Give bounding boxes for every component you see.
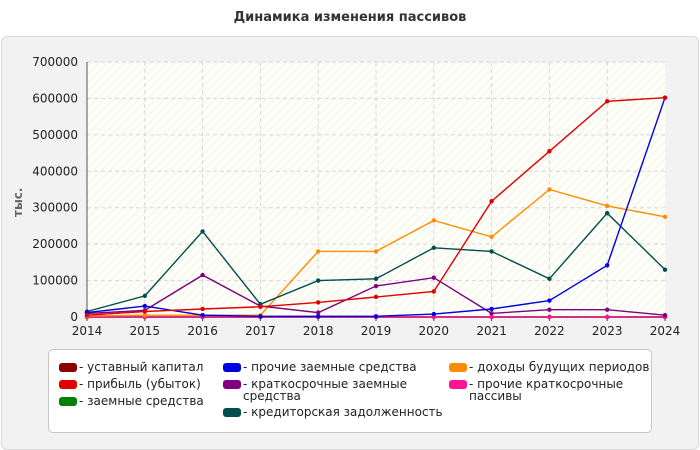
x-tick-label: 2019 — [361, 324, 392, 338]
legend-item-prochie-zaemnye[interactable]: - прочие заемные средства — [223, 361, 417, 373]
data-point — [316, 314, 321, 319]
legend-label: - уставный капитал — [79, 360, 204, 374]
legend-item-pribyl[interactable]: - прибыль (убыток) — [59, 378, 201, 390]
data-point — [200, 306, 205, 312]
data-point — [373, 283, 379, 289]
data-point — [547, 276, 552, 281]
legend: - уставный капитал - прибыль (убыток) - … — [48, 349, 652, 433]
x-tick-label: 2016 — [187, 324, 218, 338]
legend-label: - кредиторская задолженность — [243, 405, 443, 419]
legend-swatch — [59, 397, 77, 406]
data-point — [142, 303, 147, 309]
data-point — [489, 306, 494, 312]
data-point — [200, 229, 205, 234]
y-tick-label: 100000 — [32, 274, 78, 288]
data-point — [431, 311, 436, 317]
y-tick-label: 0 — [70, 310, 78, 324]
data-point — [258, 314, 263, 319]
x-tick-label: 2020 — [419, 324, 450, 338]
x-tick-label: 2021 — [476, 324, 507, 338]
data-point — [431, 289, 436, 294]
legend-label: - краткосрочные заемные средства — [243, 377, 407, 403]
data-point — [605, 263, 610, 268]
data-point — [142, 309, 147, 314]
legend-item-ustavnyi-kapital[interactable]: - уставный капитал — [59, 361, 203, 373]
data-point — [200, 272, 205, 278]
y-tick-label: 400000 — [32, 164, 78, 178]
legend-swatch — [59, 380, 77, 389]
y-tick-label: 300000 — [32, 201, 78, 215]
chart-title: Динамика изменения пассивов — [233, 10, 467, 25]
data-point — [84, 312, 90, 318]
legend-item-kreditorskaya[interactable]: - кредиторская задолженность — [223, 406, 443, 418]
data-point — [605, 203, 610, 209]
data-point — [662, 267, 668, 272]
data-point — [258, 304, 263, 309]
data-point — [316, 300, 321, 305]
data-point — [200, 312, 205, 318]
legend-item-kratkosrochnye-zaemnye[interactable]: - краткосрочные заемные средства — [223, 378, 433, 402]
legend-label: - прочие краткосрочные пассивы — [469, 377, 624, 403]
legend-swatch — [223, 363, 241, 372]
data-point — [316, 310, 321, 315]
data-point — [431, 245, 436, 250]
legend-swatch — [449, 363, 467, 372]
data-point — [431, 218, 436, 223]
legend-label: - прибыль (убыток) — [79, 377, 201, 391]
data-point — [605, 307, 610, 312]
x-tick-label: 2024 — [650, 324, 681, 338]
y-tick-label: 600000 — [32, 91, 78, 105]
x-tick-label: 2015 — [130, 324, 161, 338]
data-point — [547, 149, 552, 154]
data-point — [605, 314, 610, 320]
data-point — [316, 249, 321, 254]
data-point — [489, 311, 494, 316]
legend-swatch — [449, 380, 467, 389]
legend-swatch — [223, 380, 241, 389]
y-axis-label: тыс. — [11, 187, 25, 217]
data-point — [605, 99, 610, 104]
data-point — [142, 293, 147, 299]
legend-item-zaemnye-sredstva[interactable]: - заемные средства — [59, 395, 204, 407]
data-point — [373, 314, 379, 319]
data-point — [662, 312, 668, 318]
data-point — [316, 278, 321, 283]
data-point — [547, 187, 552, 192]
data-point — [605, 210, 610, 216]
legend-label: - заемные средства — [79, 394, 204, 408]
x-tick-label: 2023 — [592, 324, 623, 338]
data-point — [431, 275, 436, 280]
data-point — [547, 298, 552, 303]
legend-label: - доходы будущих периодов — [469, 360, 650, 374]
x-tick-label: 2017 — [245, 324, 276, 338]
legend-swatch — [59, 363, 77, 372]
data-point — [142, 312, 147, 318]
data-point — [662, 214, 668, 220]
data-point — [489, 234, 494, 240]
y-tick-label: 500000 — [32, 128, 78, 142]
y-tick-label: 200000 — [32, 237, 78, 251]
data-point — [489, 198, 494, 204]
data-point — [547, 307, 552, 312]
x-tick-label: 2022 — [534, 324, 565, 338]
data-point — [373, 276, 379, 281]
legend-label: - прочие заемные средства — [243, 360, 417, 374]
legend-item-prochie-kratkosrochnye[interactable]: - прочие краткосрочные пассивы — [449, 378, 639, 402]
data-point — [373, 294, 379, 300]
data-point — [489, 249, 494, 254]
legend-swatch — [223, 408, 241, 417]
data-point — [373, 249, 379, 254]
data-point — [662, 95, 668, 100]
legend-item-dokhody[interactable]: - доходы будущих периодов — [449, 361, 649, 373]
x-tick-label: 2014 — [72, 324, 103, 338]
data-point — [547, 314, 552, 320]
data-point — [489, 314, 494, 320]
y-tick-label: 700000 — [32, 55, 78, 69]
x-tick-label: 2018 — [303, 324, 334, 338]
